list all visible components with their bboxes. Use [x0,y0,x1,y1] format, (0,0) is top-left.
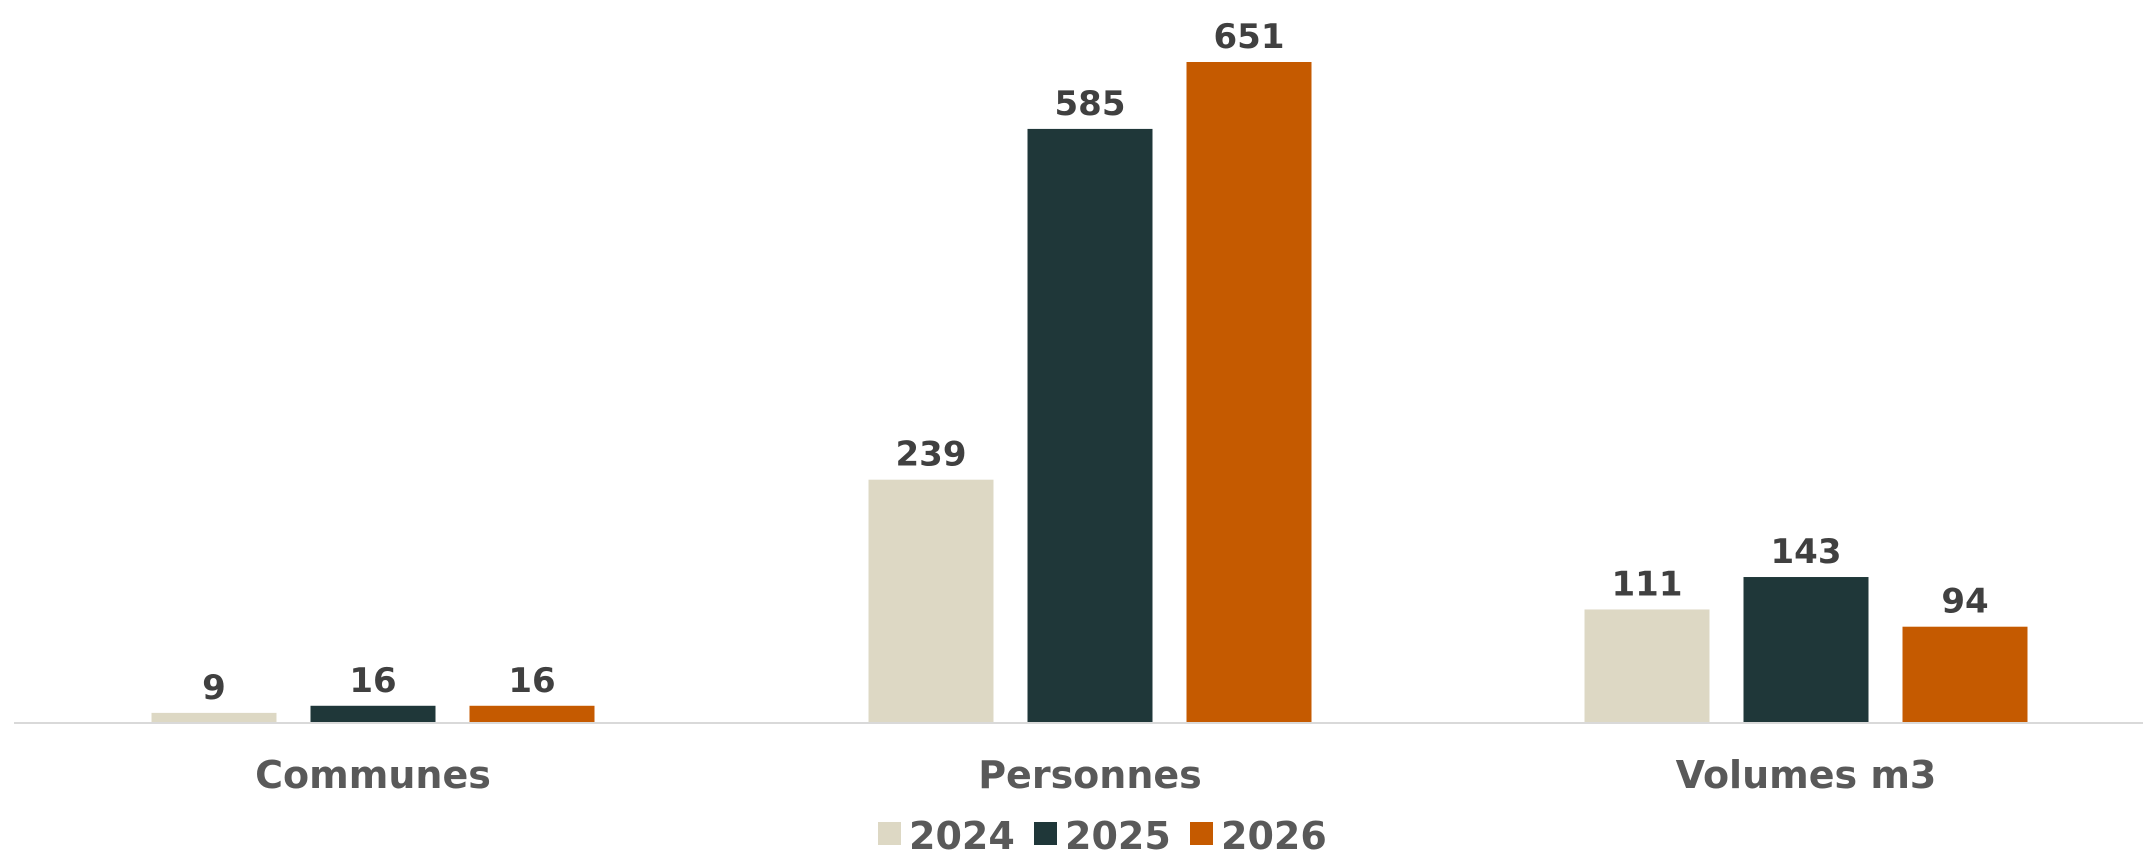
legend-swatch-2024 [878,822,901,845]
bar-communes-2025 [310,705,436,722]
legend-label-2025: 2025 [1065,814,1171,858]
data-label-communes-2024: 9 [202,668,226,708]
bar-personnes-2026 [1186,62,1312,722]
data-label-personnes-2026: 651 [1214,17,1285,57]
category-labels-group: Communes Personnes Volumes m3 [255,753,1936,797]
bar-volumes-m3-2026 [1902,626,2028,722]
category-label-communes: Communes [255,753,491,797]
legend: 2024 2025 2026 [878,814,1327,858]
data-label-volumes-m3-2024: 111 [1612,564,1683,604]
bars-group [151,62,2028,722]
data-label-volumes-m3-2025: 143 [1771,532,1842,572]
category-label-personnes: Personnes [978,753,1202,797]
bar-communes-2026 [469,705,595,722]
value-labels-group: 9 16 16 239 585 651 111 143 94 [202,17,1989,708]
bar-volumes-m3-2024 [1584,609,1710,722]
data-label-personnes-2025: 585 [1055,84,1126,124]
legend-swatch-2026 [1190,822,1213,845]
data-label-communes-2025: 16 [349,661,396,701]
bar-volumes-m3-2025 [1743,577,1869,722]
category-label-volumes-m3: Volumes m3 [1676,753,1937,797]
data-label-personnes-2024: 239 [896,435,967,475]
legend-swatch-2025 [1034,822,1057,845]
bar-personnes-2024 [868,479,994,722]
bar-communes-2024 [151,712,277,722]
data-label-volumes-m3-2026: 94 [1941,582,1988,622]
data-label-communes-2026: 16 [508,661,555,701]
legend-label-2026: 2026 [1221,814,1327,858]
bar-personnes-2025 [1027,128,1153,722]
legend-label-2024: 2024 [909,814,1015,858]
